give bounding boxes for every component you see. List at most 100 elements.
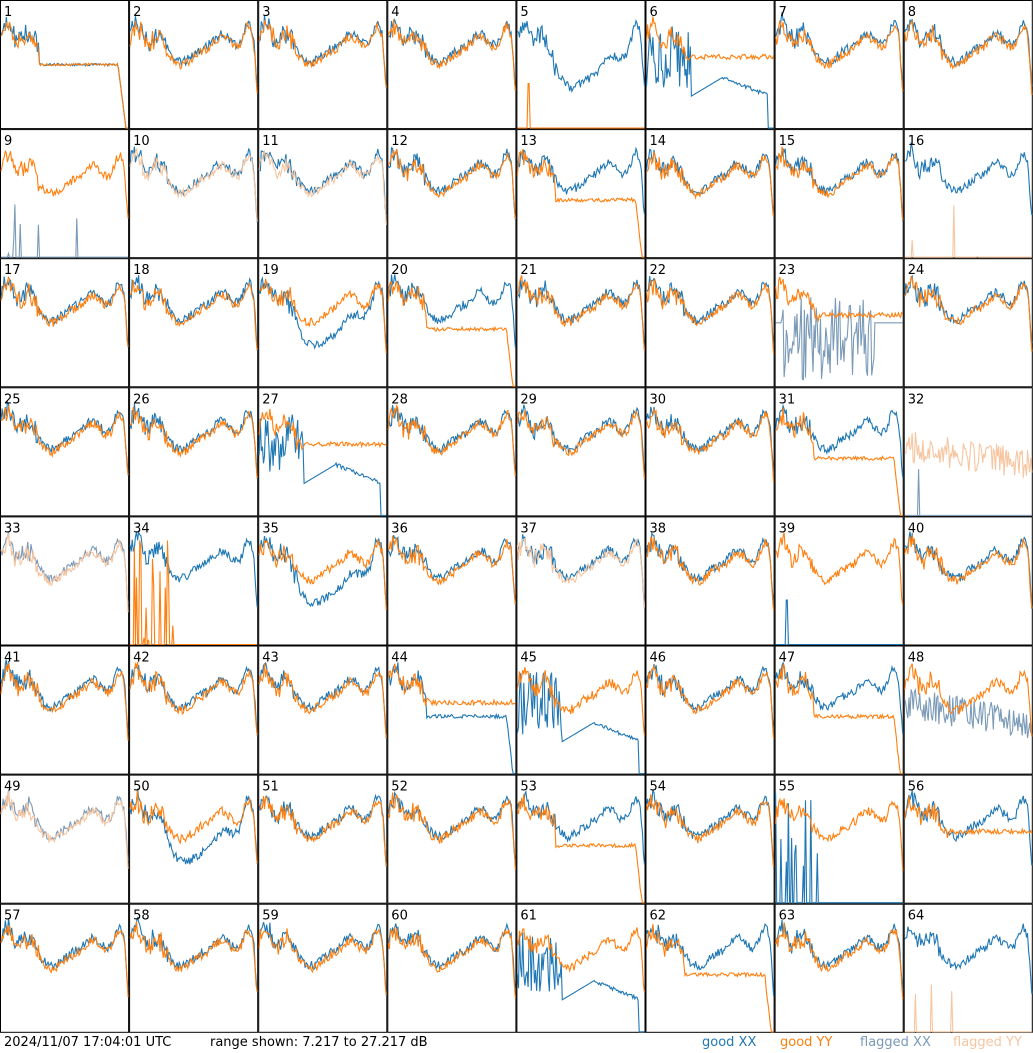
panel-frame: [645, 0, 775, 130]
spectrum-panel-24: 24: [903, 258, 1033, 388]
panel-number: 33: [4, 521, 21, 536]
xx-line-5: [517, 19, 646, 94]
spectrum-panel-64: 64: [903, 903, 1033, 1033]
yy-line-29: [516, 409, 646, 480]
xx-line-36: [387, 535, 516, 605]
yy-line-7: [775, 20, 904, 92]
panel-frame: [0, 645, 130, 775]
spectrum-panel-15: 15: [774, 129, 904, 259]
spectrum-panel-55: 55: [774, 774, 904, 904]
panel-frame: [516, 645, 646, 775]
yy-line-19: [258, 278, 387, 354]
spectrum-panel-53: 53: [516, 774, 646, 904]
spectrum-panel-40: 40: [903, 516, 1033, 646]
yy-line-28: [387, 403, 516, 476]
yy-line-14: [646, 151, 775, 217]
xx-line-22: [646, 276, 775, 346]
yy-line-58: [129, 921, 258, 992]
footer-bar: 2024/11/07 17:04:01 UTC range shown: 7.2…: [0, 1033, 1033, 1053]
yy-line-51: [258, 795, 387, 867]
panel-frame: [258, 774, 388, 904]
spectrum-panel-39: 39: [774, 516, 904, 646]
spectrum-panel-38: 38: [645, 516, 775, 646]
spectrum-panel-26: 26: [129, 387, 259, 517]
panel-number: 5: [520, 5, 528, 20]
panel-frame: [0, 387, 130, 517]
yy-line-10: [129, 148, 258, 222]
panel-number: 46: [650, 651, 667, 666]
panel-number: 44: [391, 651, 408, 666]
xx-line-39: [775, 599, 903, 646]
panel-frame: [903, 774, 1033, 904]
yy-line-31: [775, 407, 903, 516]
panel-number: 3: [262, 5, 270, 20]
yy-line-38: [646, 536, 775, 611]
panel-frame: [903, 903, 1033, 1033]
spectrum-panel-33: 33: [0, 516, 130, 646]
panel-number: 53: [520, 780, 537, 795]
panel-frame: [0, 903, 130, 1033]
panel-number: 64: [908, 909, 925, 924]
panel-frame: [129, 774, 259, 904]
yy-line-56: [904, 795, 1033, 838]
panel-frame: [903, 0, 1033, 130]
yy-line-43: [258, 662, 387, 739]
panel-frame: [774, 903, 904, 1033]
yy-line-50: [129, 790, 258, 864]
xx-line-44: [387, 662, 516, 775]
yy-line-17: [0, 276, 129, 347]
spectrum-panel-37: 37: [516, 516, 646, 646]
range-label: range shown: 7.217 to 27.217 dB: [210, 1035, 428, 1050]
yy-line-20: [387, 280, 516, 387]
xx-line-7: [775, 12, 904, 93]
yy-line-48: [904, 663, 1033, 737]
spectrum-panel-10: 10: [129, 129, 259, 259]
panel-number: 56: [908, 780, 925, 795]
xx-line-55: [775, 792, 903, 904]
panel-number: 19: [262, 263, 279, 278]
yy-line-16: [904, 205, 1032, 258]
spectrum-panel-23: 23: [774, 258, 904, 388]
panel-frame: [516, 774, 646, 904]
yy-line-54: [645, 794, 775, 868]
xx-line-24: [904, 274, 1033, 344]
yy-line-57: [0, 925, 129, 998]
spectrum-panel-63: 63: [774, 903, 904, 1033]
spectrum-panel-56: 56: [903, 774, 1033, 904]
yy-line-21: [516, 275, 646, 351]
spectrum-panel-57: 57: [0, 903, 130, 1033]
yy-line-32: [904, 432, 1033, 478]
panel-number: 59: [262, 909, 279, 924]
panel-number: 20: [391, 263, 408, 278]
panel-frame: [258, 903, 388, 1033]
panel-number: 23: [779, 263, 796, 278]
yy-line-1: [0, 21, 129, 129]
panel-number: 52: [391, 780, 408, 795]
spectrum-panel-22: 22: [645, 258, 775, 388]
panel-frame: [258, 258, 388, 388]
panel-frame: [774, 387, 904, 517]
spectrum-panel-41: 41: [0, 645, 130, 775]
spectrum-panel-2: 2: [129, 0, 259, 130]
panel-frame: [774, 0, 904, 130]
xx-line-61: [516, 932, 645, 1033]
panel-number: 42: [133, 651, 150, 666]
panel-number: 7: [779, 5, 787, 20]
panel-frame: [645, 258, 775, 388]
panel-frame: [258, 516, 388, 646]
panel-frame: [516, 0, 646, 130]
legend-flagged-xx: flagged XX: [860, 1035, 931, 1050]
yy-line-18: [129, 280, 258, 351]
panel-number: 63: [779, 909, 796, 924]
panel-frame: [774, 516, 904, 646]
panel-number: 24: [908, 263, 925, 278]
xx-line-23: [775, 297, 903, 381]
panel-number: 29: [520, 392, 537, 407]
panel-number: 25: [4, 392, 21, 407]
xx-line-4: [388, 18, 516, 92]
panel-number: 60: [391, 909, 408, 924]
yy-line-26: [129, 406, 258, 479]
panel-frame: [774, 129, 904, 259]
